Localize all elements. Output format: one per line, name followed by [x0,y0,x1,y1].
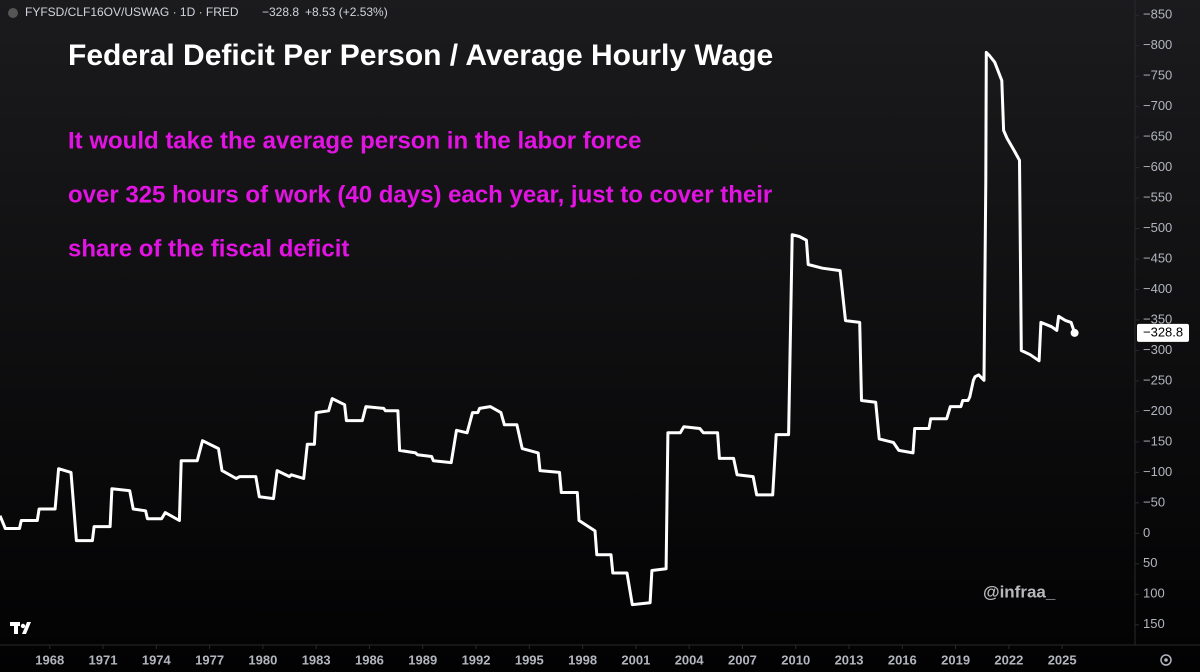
x-tick-label: 2019 [941,652,970,667]
y-tick-label: −200 [1143,403,1172,418]
last-value-badge [1137,323,1189,342]
x-tick-label: 2016 [888,652,917,667]
x-tick-label: 1980 [248,652,277,667]
annotation: over 325 hours of work (40 days) each ye… [68,181,772,208]
annotation: It would take the average person in the … [68,127,641,154]
change: +8.53 (+2.53%) [305,5,388,19]
watermark: @infraa_ [983,582,1056,601]
y-tick-label: −750 [1143,68,1172,83]
last-price: −328.8 [262,5,299,19]
x-tick-label: 2022 [994,652,1023,667]
y-tick-label: 0 [1143,525,1150,540]
y-tick-label: −550 [1143,190,1172,205]
y-tick-label: 50 [1143,555,1157,570]
y-tick-label: −100 [1143,464,1172,479]
y-tick-label: −850 [1143,7,1172,22]
x-tick-label: 1971 [89,652,118,667]
data-line [0,50,1077,607]
y-tick-label: −150 [1143,433,1172,448]
annotation: share of the fiscal deficit [68,235,349,262]
y-tick-label: −250 [1143,372,1172,387]
tv-logo [10,622,31,634]
y-tick-label: −500 [1143,220,1172,235]
last-point [1070,328,1079,337]
y-tick-label: −700 [1143,98,1172,113]
y-tick-label: −50 [1143,494,1165,509]
settings-icon[interactable] [1160,654,1172,666]
x-tick-label: 1992 [462,652,491,667]
x-tick-label: 1995 [515,652,544,667]
y-tick-label: −400 [1143,281,1172,296]
symbol: FYFSD/CLF16OV/USWAG · 1D · FRED [25,5,239,19]
last-value-label: −328.8 [1143,324,1183,339]
x-tick-label: 1989 [408,652,437,667]
x-tick-label: 2013 [835,652,864,667]
x-tick-label: 2025 [1048,652,1077,667]
y-tick-label: −300 [1143,342,1172,357]
y-tick-label: −350 [1143,311,1172,326]
y-tick-label: −800 [1143,37,1172,52]
x-tick-label: 2010 [781,652,810,667]
y-tick-label: −650 [1143,129,1172,144]
x-tick-label: 1998 [568,652,597,667]
y-tick-label: −450 [1143,250,1172,265]
x-tick-label: 2001 [621,652,650,667]
y-tick-label: 150 [1143,616,1165,631]
x-tick-label: 1977 [195,652,224,667]
x-tick-label: 1974 [142,652,172,667]
x-tick-label: 2004 [675,652,705,667]
x-tick-label: 1986 [355,652,384,667]
symbol-icon [8,8,18,18]
y-tick-label: 100 [1143,586,1165,601]
y-tick-label: −600 [1143,159,1172,174]
x-tick-label: 2007 [728,652,757,667]
chart-title: Federal Deficit Per Person / Average Hou… [68,39,773,72]
x-tick-label: 1983 [302,652,331,667]
x-tick-label: 1968 [35,652,64,667]
